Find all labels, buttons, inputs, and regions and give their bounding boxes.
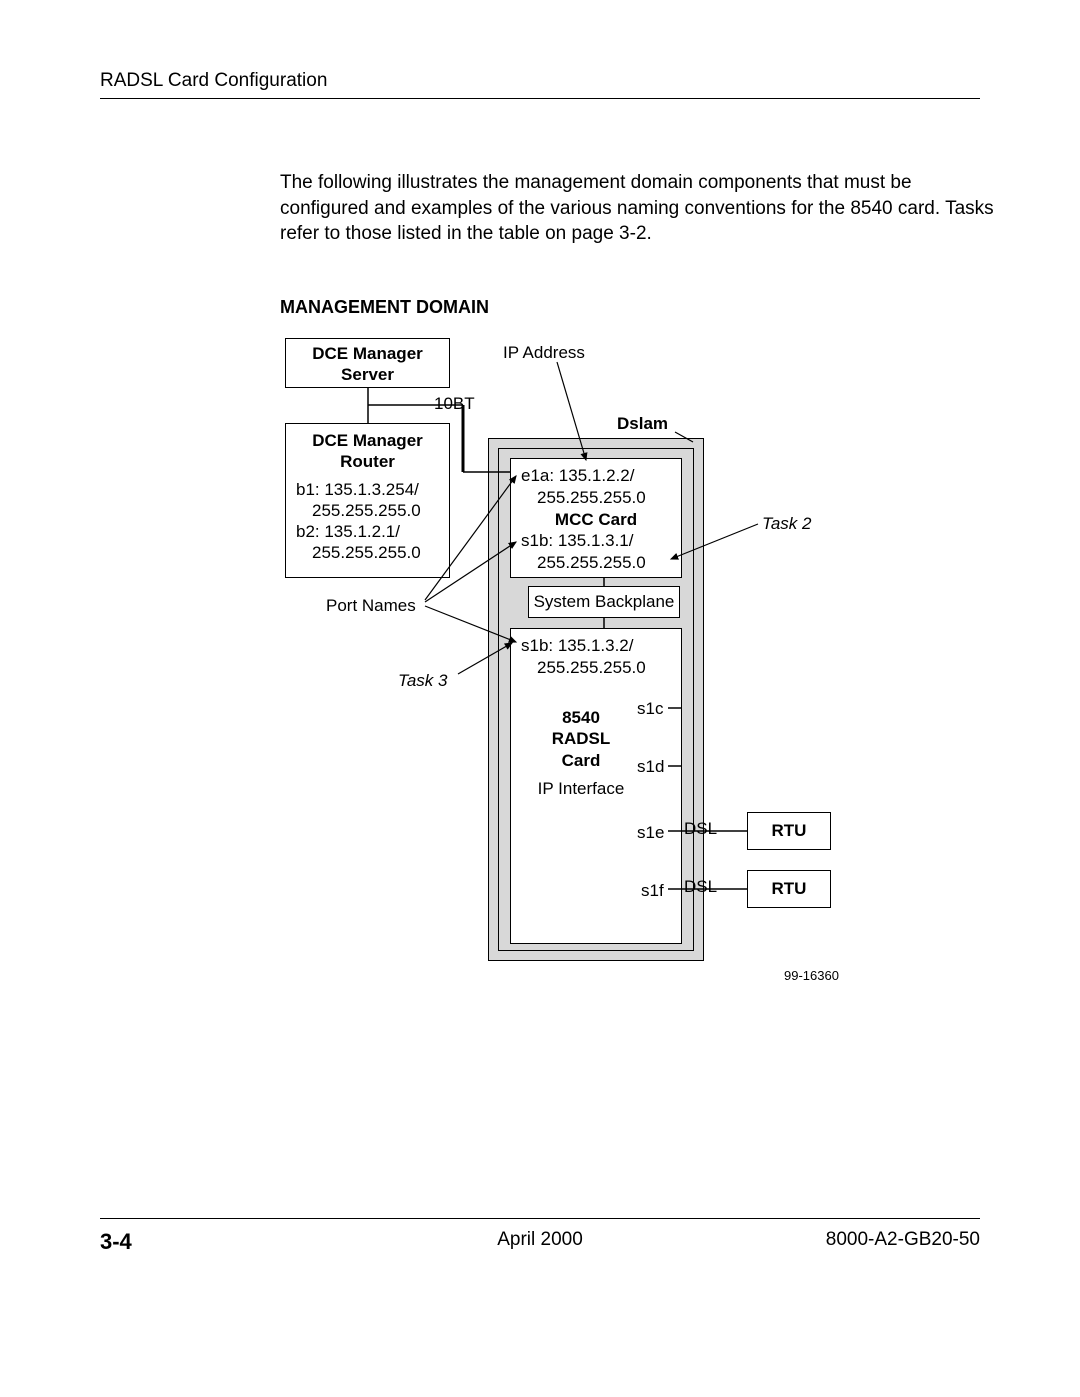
rtu-label-1: RTU [772,821,807,841]
radsl-ip-interface: IP Interface [491,778,671,800]
rtu-box-2: RTU [747,870,831,908]
radsl-title-2: RADSL [491,728,671,750]
figure-id: 99-16360 [784,968,839,984]
mcc-s1b: s1b: 135.1.3.1/ [521,530,671,552]
radsl-s1b-mask: 255.255.255.0 [521,657,671,679]
label-ip-address: IP Address [503,342,585,363]
server-line2: Server [286,364,449,385]
label-s1d: s1d [637,756,664,777]
system-backplane-box: System Backplane [528,586,680,618]
label-dsl-1: DSL [684,818,717,839]
router-line2: Router [296,451,439,472]
router-line1: DCE Manager [296,430,439,451]
label-dsl-2: DSL [684,876,717,897]
radsl-s1b: s1b: 135.1.3.2/ [521,635,671,657]
router-b2: b2: 135.1.2.1/ [296,521,439,542]
mcc-e1a-mask: 255.255.255.0 [521,487,671,509]
dce-manager-router-box: DCE Manager Router b1: 135.1.3.254/ 255.… [285,423,450,578]
mcc-title: MCC Card [521,509,671,531]
label-s1c: s1c [637,698,663,719]
management-domain-diagram: DCE Manager Server DCE Manager Router b1… [0,0,1080,1397]
label-10bt: 10BT [434,393,475,414]
dce-manager-server-box: DCE Manager Server [285,338,450,388]
router-b1: b1: 135.1.3.254/ [296,479,439,500]
mcc-card-box: e1a: 135.1.2.2/ 255.255.255.0 MCC Card s… [510,458,682,578]
label-s1e: s1e [637,822,664,843]
label-task-3: Task 3 [398,670,447,691]
label-dslam: Dslam [617,413,668,434]
label-s1f: s1f [641,880,664,901]
label-task-2: Task 2 [762,513,811,534]
server-line1: DCE Manager [286,343,449,364]
mcc-e1a: e1a: 135.1.2.2/ [521,465,671,487]
rtu-label-2: RTU [772,879,807,899]
router-b2-mask: 255.255.255.0 [296,542,439,563]
router-b1-mask: 255.255.255.0 [296,500,439,521]
label-port-names: Port Names [326,595,416,616]
rtu-box-1: RTU [747,812,831,850]
mcc-s1b-mask: 255.255.255.0 [521,552,671,574]
backplane-label: System Backplane [534,592,675,611]
